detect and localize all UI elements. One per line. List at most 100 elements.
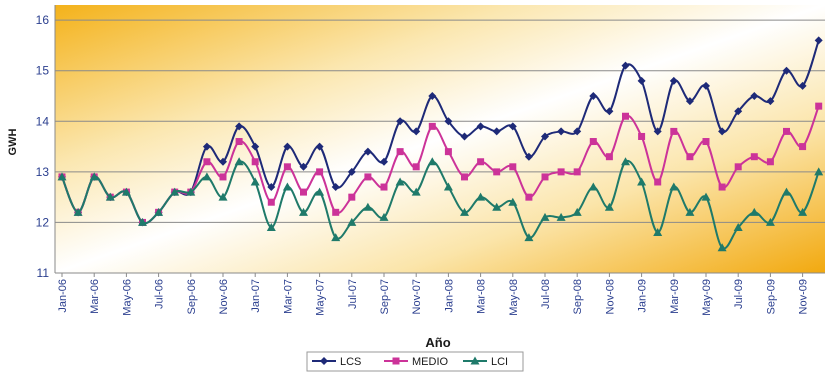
data-point-lcs <box>524 152 533 161</box>
x-tick-label: Nov-08 <box>604 279 616 314</box>
data-point-lci <box>234 157 244 166</box>
data-point-lcs <box>589 92 598 101</box>
data-point-lci <box>363 202 373 211</box>
data-point-medio <box>718 183 726 191</box>
data-point-medio <box>686 153 694 161</box>
data-point-medio <box>428 122 436 130</box>
legend-label: MEDIO <box>412 356 449 368</box>
x-tick-label: Jan-09 <box>637 279 649 313</box>
data-point-lci <box>604 202 614 211</box>
data-point-lci <box>138 217 147 226</box>
x-tick-label: Nov-06 <box>218 279 230 314</box>
data-point-medio <box>525 193 533 201</box>
data-point-medio <box>348 193 356 201</box>
x-tick-label: Jul-09 <box>733 279 745 309</box>
data-point-lcs <box>766 97 775 106</box>
data-point-lci <box>733 222 743 231</box>
data-point-lcs <box>251 142 260 151</box>
legend-marker <box>392 357 400 365</box>
x-tick-label: May-07 <box>315 279 327 316</box>
data-point-medio <box>396 148 404 156</box>
data-point-lci <box>202 172 212 181</box>
legend-box <box>306 351 524 372</box>
data-point-lci <box>218 192 228 201</box>
data-point-medio <box>461 173 468 181</box>
data-point-lci <box>572 207 582 216</box>
legend-label: LCI <box>491 356 508 368</box>
data-point-lcs <box>669 76 678 85</box>
x-tick-label: Nov-07 <box>411 279 423 314</box>
plot-area <box>55 5 825 273</box>
data-point-lcs <box>541 132 549 141</box>
data-point-lci <box>765 217 775 226</box>
data-point-lci <box>315 187 325 196</box>
data-point-medio <box>622 112 629 120</box>
x-tick-label: Sep-09 <box>765 279 777 314</box>
data-point-lci <box>266 222 276 231</box>
data-point-lcs <box>798 81 807 90</box>
x-tick-label: Jan-06 <box>57 279 69 313</box>
data-point-lci <box>443 182 453 191</box>
data-point-medio <box>235 138 243 146</box>
data-point-medio <box>493 168 501 176</box>
x-tick-label: Nov-09 <box>798 279 810 314</box>
x-tick-label: Jan-08 <box>443 279 455 313</box>
data-point-lci <box>282 182 292 191</box>
data-point-lci <box>57 172 67 181</box>
x-tick-label: Jan-07 <box>250 279 262 313</box>
data-point-lci <box>427 157 437 166</box>
data-point-medio <box>332 208 340 216</box>
data-point-lcs <box>219 157 227 166</box>
data-point-medio <box>766 158 774 166</box>
data-point-medio <box>799 143 807 151</box>
data-point-lci <box>749 207 759 216</box>
data-point-lci <box>588 182 598 191</box>
data-point-medio <box>783 127 790 135</box>
data-point-lcs <box>363 147 372 156</box>
data-point-lcs <box>396 117 405 126</box>
data-point-lci <box>73 207 83 216</box>
data-point-medio <box>251 158 259 166</box>
data-point-lci <box>782 187 791 196</box>
data-point-lcs <box>621 61 630 70</box>
data-point-medio <box>412 163 420 171</box>
data-point-lci <box>669 182 679 191</box>
data-point-lcs <box>412 127 421 136</box>
data-point-lcs <box>734 107 743 116</box>
data-point-medio <box>815 102 823 110</box>
data-point-lci <box>250 177 260 186</box>
data-point-lcs <box>605 107 614 116</box>
data-point-lci <box>299 207 308 216</box>
data-point-lci <box>186 187 196 196</box>
data-point-medio <box>605 153 613 161</box>
data-point-medio <box>734 163 742 171</box>
data-point-lci <box>347 217 357 226</box>
x-tick-label: Mar-08 <box>476 279 488 314</box>
x-tick-label: Mar-06 <box>89 279 101 314</box>
data-point-lcs <box>283 142 292 151</box>
y-tick-label: 12 <box>36 215 50 229</box>
data-point-medio <box>444 148 452 156</box>
legend-label: LCS <box>340 356 361 368</box>
y-axis-label: GWH <box>7 129 19 156</box>
data-point-medio <box>638 132 646 140</box>
data-point-lcs <box>235 122 244 131</box>
data-point-lcs <box>702 81 710 90</box>
data-point-lcs <box>653 127 662 136</box>
x-tick-label: May-08 <box>508 279 520 316</box>
data-point-lcs <box>637 76 646 85</box>
data-point-lci <box>460 207 469 216</box>
data-point-medio <box>380 183 388 191</box>
data-point-lcs <box>492 127 501 136</box>
data-point-lcs <box>331 183 340 192</box>
data-point-lci <box>154 207 164 216</box>
data-point-lcs <box>814 36 823 45</box>
data-point-lci <box>653 228 663 237</box>
series-lines <box>57 36 824 252</box>
data-point-medio <box>267 198 275 206</box>
x-axis-label: Año <box>425 335 450 350</box>
legend-item-medio: MEDIO <box>384 356 449 368</box>
y-tick-label: 13 <box>36 165 50 179</box>
data-point-lci <box>508 197 518 206</box>
data-point-medio <box>670 127 678 135</box>
